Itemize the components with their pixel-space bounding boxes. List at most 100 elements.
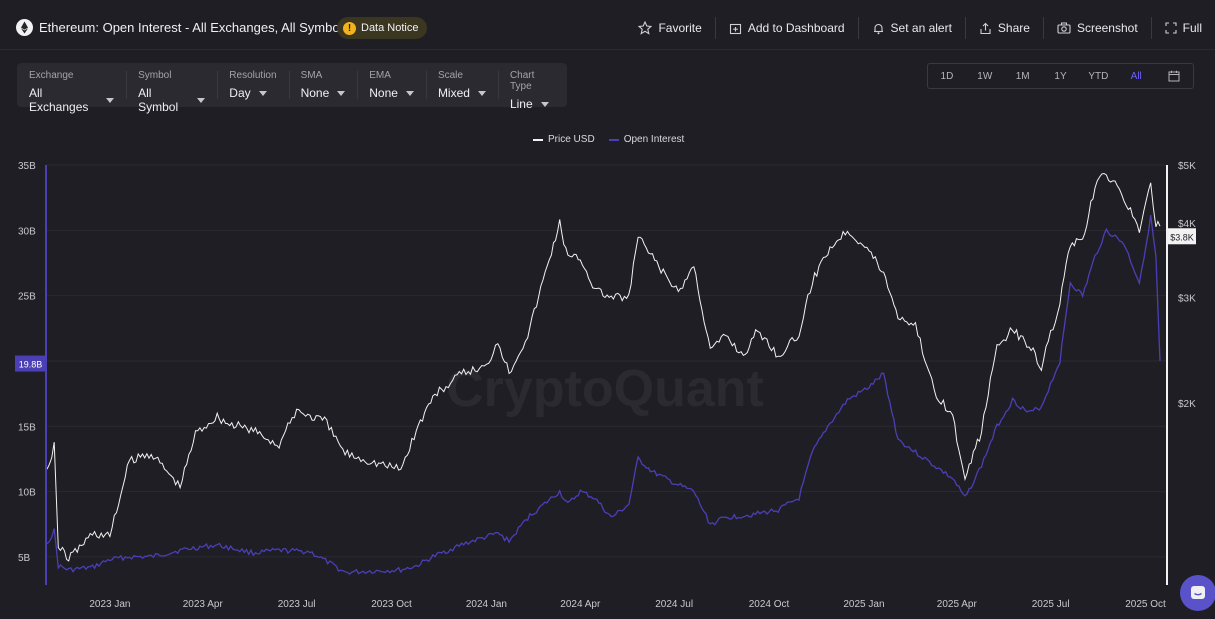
left-axis-tick-label: 10B xyxy=(18,488,36,499)
symbol-select[interactable]: Symbol All Symbol xyxy=(126,63,217,114)
legend-swatch-price xyxy=(533,138,543,141)
right-axis-tick-label: $3K xyxy=(1178,294,1196,305)
set-alert-button[interactable]: Set an alert xyxy=(857,17,965,39)
x-axis-tick-label: 2025 Apr xyxy=(937,599,978,610)
fullscreen-label: Full xyxy=(1182,21,1202,35)
x-axis-tick-label: 2023 Oct xyxy=(371,599,412,610)
chat-support-button[interactable] xyxy=(1180,575,1215,611)
fullscreen-icon xyxy=(1165,22,1177,34)
left-axis-tick-label: 5B xyxy=(18,553,31,564)
ema-select-value: None xyxy=(369,86,398,100)
ethereum-logo-icon xyxy=(16,19,33,36)
watermark: CryptoQuant xyxy=(446,360,764,418)
chat-icon xyxy=(1191,586,1205,599)
favorite-button[interactable]: Favorite xyxy=(625,17,714,39)
data-notice-button[interactable]: ! Data Notice xyxy=(337,17,428,39)
top-bar: Ethereum: Open Interest - All Exchanges,… xyxy=(0,0,1215,50)
range-1d-button[interactable]: 1D xyxy=(940,70,954,82)
share-label: Share xyxy=(997,21,1030,35)
bell-icon xyxy=(873,23,883,34)
scale-select-value: Mixed xyxy=(437,86,470,100)
range-1w-button[interactable]: 1W xyxy=(977,70,993,82)
symbol-select-value: All Symbol xyxy=(138,86,179,114)
camera-icon xyxy=(1057,22,1071,34)
chevron-down-icon xyxy=(477,90,486,96)
set-alert-label: Set an alert xyxy=(890,21,952,35)
x-axis-tick-label: 2025 Jan xyxy=(843,599,884,610)
dashboard-add-icon xyxy=(729,23,741,34)
series-line-open-interest xyxy=(46,215,1161,575)
sma-select-label: SMA xyxy=(300,70,323,81)
range-all-button[interactable]: All xyxy=(1130,70,1142,82)
x-axis-tick-label: 2024 Jul xyxy=(655,599,693,610)
series-line-price xyxy=(46,172,1161,562)
resolution-select-label: Resolution xyxy=(229,70,277,81)
legend-label-price: Price USD xyxy=(548,134,595,145)
chevron-down-icon xyxy=(258,90,267,96)
resolution-select[interactable]: Resolution Day xyxy=(217,63,288,107)
legend-label-open-interest: Open Interest xyxy=(623,134,685,145)
chevron-down-icon xyxy=(540,101,549,107)
exchange-select-value: All Exchanges xyxy=(29,86,89,114)
share-icon xyxy=(980,22,991,34)
legend-item-price[interactable]: Price USD xyxy=(533,134,595,145)
right-value-marker xyxy=(1168,228,1196,245)
share-button[interactable]: Share xyxy=(964,17,1043,39)
calendar-icon xyxy=(1168,70,1180,82)
x-axis-tick-label: 2025 Oct xyxy=(1125,599,1166,610)
chevron-down-icon xyxy=(197,97,206,103)
legend-swatch-open-interest xyxy=(608,138,619,141)
range-1m-button[interactable]: 1M xyxy=(1015,70,1030,82)
filter-panel: Exchange All Exchanges Symbol All Symbol… xyxy=(17,63,567,114)
add-to-dashboard-label: Add to Dashboard xyxy=(747,21,845,35)
right-value-marker-label: $3.8K xyxy=(1170,232,1194,242)
ema-select[interactable]: EMA None xyxy=(357,63,426,107)
chevron-down-icon xyxy=(106,97,115,103)
chart-type-select-label: Chart Type xyxy=(509,70,535,92)
x-axis-tick-label: 2025 Jul xyxy=(1032,599,1070,610)
range-1y-button[interactable]: 1Y xyxy=(1054,70,1067,82)
calendar-button[interactable] xyxy=(1155,70,1193,82)
screenshot-button[interactable]: Screenshot xyxy=(1042,17,1151,39)
left-value-marker xyxy=(15,355,46,372)
right-axis-tick-label: $2K xyxy=(1178,399,1196,410)
screenshot-label: Screenshot xyxy=(1076,21,1138,35)
x-axis-tick-label: 2023 Apr xyxy=(183,599,224,610)
left-value-marker-label: 19.8B xyxy=(19,360,43,370)
data-notice-label: Data Notice xyxy=(361,22,419,34)
add-to-dashboard-button[interactable]: Add to Dashboard xyxy=(714,17,858,39)
warning-icon: ! xyxy=(343,21,356,35)
left-axis-tick-label: 25B xyxy=(18,292,36,303)
resolution-select-value: Day xyxy=(229,86,251,100)
right-axis-tick-label: $4K xyxy=(1178,219,1196,230)
exchange-select[interactable]: Exchange All Exchanges xyxy=(17,63,126,114)
x-axis-tick-label: 2024 Oct xyxy=(749,599,790,610)
left-axis-tick-label: 15B xyxy=(18,422,36,433)
page-title: Ethereum: Open Interest - All Exchanges,… xyxy=(39,20,343,35)
sma-select[interactable]: SMA None xyxy=(288,63,358,107)
chart-type-select-value: Line xyxy=(509,97,533,111)
time-range-selector: 1D 1W 1M 1Y YTD All xyxy=(927,63,1194,89)
exchange-select-label: Exchange xyxy=(29,70,74,81)
chevron-down-icon xyxy=(405,90,414,96)
ema-select-label: EMA xyxy=(369,70,391,81)
chevron-down-icon xyxy=(337,90,346,96)
header-actions: Favorite Add to Dashboard Set an alert xyxy=(625,16,1215,40)
x-axis-tick-label: 2023 Jul xyxy=(278,599,316,610)
scale-select-label: Scale xyxy=(437,70,463,81)
favorite-label: Favorite xyxy=(658,21,702,35)
fullscreen-button[interactable]: Full xyxy=(1150,17,1215,39)
scale-select[interactable]: Scale Mixed xyxy=(425,63,498,107)
symbol-select-label: Symbol xyxy=(138,70,172,81)
chart-legend: Price USD Open Interest xyxy=(533,134,684,145)
star-icon xyxy=(638,21,653,35)
left-axis-tick-label: 30B xyxy=(18,226,36,237)
left-axis-tick-label: 35B xyxy=(18,161,36,172)
chart-type-select[interactable]: Chart Type Line xyxy=(497,63,567,111)
sma-select-value: None xyxy=(300,86,330,100)
x-axis-tick-label: 2024 Jan xyxy=(466,599,507,610)
legend-item-open-interest[interactable]: Open Interest xyxy=(608,134,685,145)
range-ytd-button[interactable]: YTD xyxy=(1088,70,1109,82)
